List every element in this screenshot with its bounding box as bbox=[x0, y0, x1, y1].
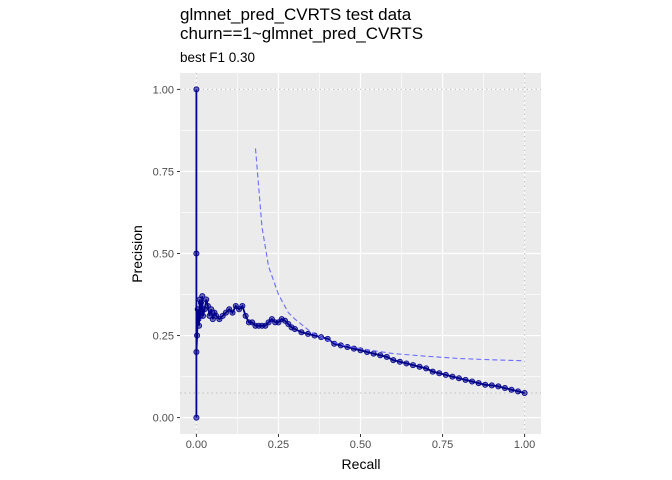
data-point bbox=[193, 86, 200, 93]
x-tick-label: 0.75 bbox=[432, 439, 453, 451]
data-point bbox=[203, 296, 210, 303]
data-point bbox=[199, 312, 206, 319]
y-tick-label: 0.50 bbox=[153, 249, 174, 261]
data-point bbox=[377, 352, 384, 359]
data-point bbox=[239, 303, 246, 310]
data-point bbox=[423, 365, 430, 372]
data-point bbox=[396, 358, 403, 365]
data-point bbox=[521, 389, 528, 396]
data-point bbox=[482, 381, 489, 388]
data-point bbox=[199, 293, 206, 300]
chart-subtitle: best F1 0.30 bbox=[180, 50, 256, 65]
axis-ticks: 0.00 0.25 0.50 0.75 1.00 0.00 0.25 0.50 0.75 1.00 bbox=[153, 84, 536, 451]
data-point bbox=[475, 380, 482, 387]
data-point bbox=[370, 350, 377, 357]
chart-title-line2: churn==1~glmnet_pred_CVRTS bbox=[180, 24, 424, 43]
data-point bbox=[455, 375, 462, 382]
data-point bbox=[403, 360, 410, 367]
data-point bbox=[193, 414, 200, 421]
data-point bbox=[410, 362, 417, 369]
chart-title: glmnet_pred_CVRTS test data bbox=[180, 5, 412, 24]
x-tick-label: 1.00 bbox=[514, 439, 535, 451]
data-point bbox=[383, 353, 390, 360]
data-point bbox=[436, 370, 443, 377]
x-tick-label: 0.00 bbox=[186, 439, 207, 451]
data-point bbox=[501, 385, 508, 392]
data-point bbox=[390, 357, 397, 364]
data-point bbox=[194, 332, 201, 339]
x-tick-label: 0.50 bbox=[350, 439, 371, 451]
data-point bbox=[193, 348, 200, 355]
data-point bbox=[488, 382, 495, 389]
data-point bbox=[193, 250, 200, 257]
y-tick-label: 0.00 bbox=[153, 413, 174, 425]
data-series bbox=[193, 86, 528, 421]
data-point bbox=[449, 373, 456, 380]
y-tick-label: 1.00 bbox=[153, 84, 174, 96]
data-point bbox=[495, 383, 502, 390]
data-point bbox=[298, 329, 305, 336]
data-point bbox=[515, 388, 522, 395]
data-point bbox=[429, 368, 436, 375]
x-tick-label: 0.25 bbox=[268, 439, 289, 451]
data-point bbox=[469, 378, 476, 385]
y-tick-label: 0.25 bbox=[153, 331, 174, 343]
data-point bbox=[508, 386, 515, 393]
data-point bbox=[304, 330, 311, 337]
y-tick-label: 0.75 bbox=[153, 166, 174, 178]
data-point bbox=[198, 299, 205, 306]
iso-f1-curve bbox=[254, 148, 525, 362]
data-point bbox=[229, 309, 236, 316]
data-point bbox=[196, 322, 203, 329]
data-point bbox=[462, 376, 469, 383]
x-axis-label: Recall bbox=[342, 456, 381, 472]
data-point bbox=[242, 312, 249, 319]
y-axis-label: Precision bbox=[129, 225, 145, 283]
data-point bbox=[416, 363, 423, 370]
data-point bbox=[291, 325, 298, 332]
data-point bbox=[442, 371, 449, 378]
data-point bbox=[194, 306, 201, 313]
